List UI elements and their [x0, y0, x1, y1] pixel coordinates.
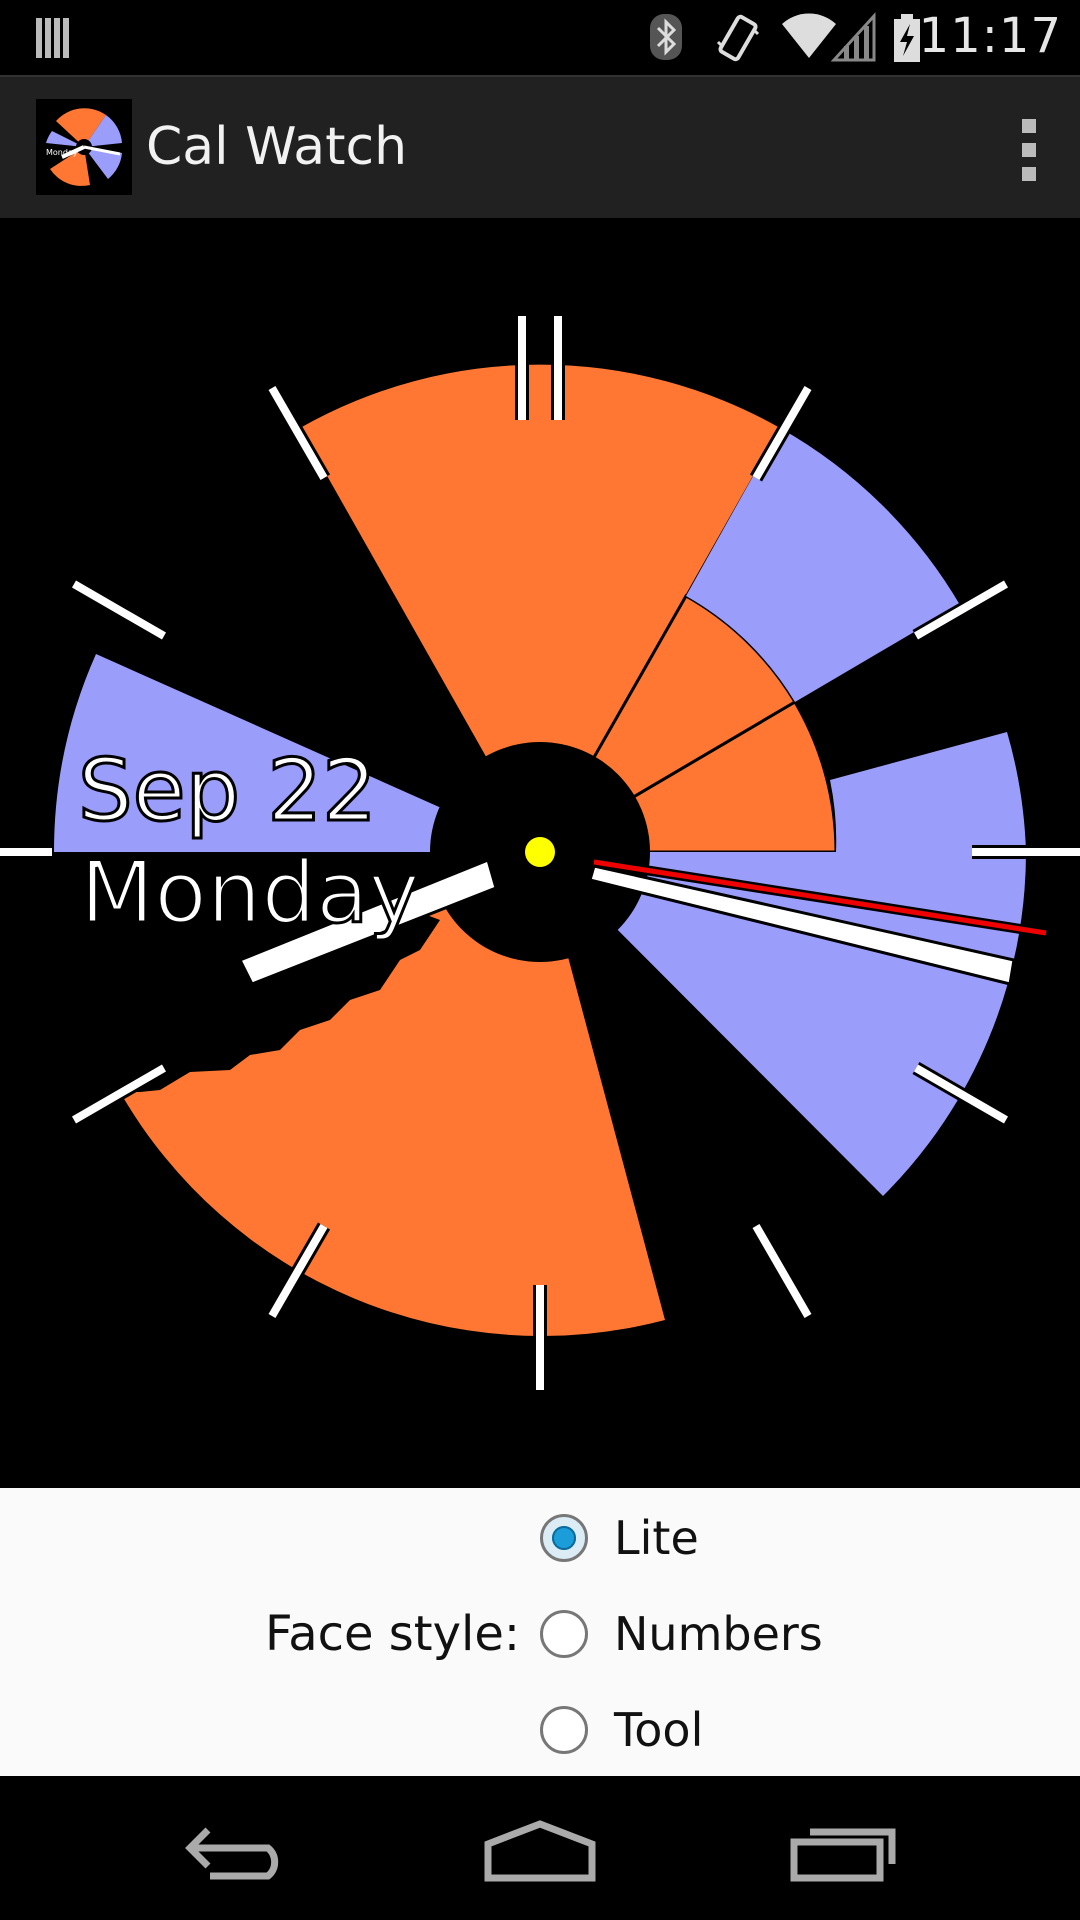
notification-icon: [36, 18, 69, 58]
app-title: Cal Watch: [146, 117, 408, 177]
event-wedge-lower: [120, 852, 665, 1336]
face-style-settings: Face style: Lite Numbers Tool: [0, 1488, 1080, 1776]
watch-face: [0, 316, 1080, 1390]
status-time: 11:17: [918, 8, 1062, 64]
event-wedge-left: [53, 654, 540, 852]
watch-day: Monday: [79, 843, 422, 943]
event-band-right: [830, 732, 1026, 852]
bluetooth-icon: [650, 14, 682, 60]
radio-label-numbers: Numbers: [614, 1607, 823, 1661]
radio-tool[interactable]: Tool: [540, 1690, 703, 1770]
vibrate-icon: [716, 14, 760, 62]
center-dot: [525, 837, 555, 867]
radio-button-tool[interactable]: [540, 1706, 588, 1754]
minute-hand: [588, 864, 1016, 986]
event-wedge-top: [300, 364, 780, 852]
radio-label-lite: Lite: [614, 1511, 699, 1565]
radio-button-lite[interactable]: [540, 1514, 588, 1562]
face-style-label: Face style:: [265, 1606, 521, 1662]
overflow-menu-icon[interactable]: [1018, 117, 1040, 183]
action-bar: Monday Cal Watch: [0, 75, 1080, 220]
back-icon[interactable]: [180, 1816, 300, 1886]
signal-icon: [830, 12, 876, 62]
radio-lite[interactable]: Lite: [540, 1498, 699, 1578]
battery-charging-icon: [894, 14, 920, 62]
status-bar: 11:17: [0, 0, 1080, 75]
radio-button-numbers[interactable]: [540, 1610, 588, 1658]
radio-label-tool: Tool: [614, 1703, 704, 1757]
watch-date: Sep 22: [77, 741, 379, 841]
svg-text:Monday: Monday: [46, 148, 78, 157]
recent-apps-icon[interactable]: [784, 1816, 904, 1886]
home-icon[interactable]: [480, 1816, 600, 1886]
event-band-upper-right: [686, 428, 960, 702]
cal-watch-app-icon[interactable]: Monday: [36, 99, 132, 195]
watch-face-area: Sep 22 Monday: [0, 218, 1080, 1488]
radio-numbers[interactable]: Numbers: [540, 1594, 823, 1674]
navigation-bar: [0, 1776, 1080, 1920]
wifi-icon: [782, 13, 836, 58]
hour-hand: [237, 857, 498, 986]
